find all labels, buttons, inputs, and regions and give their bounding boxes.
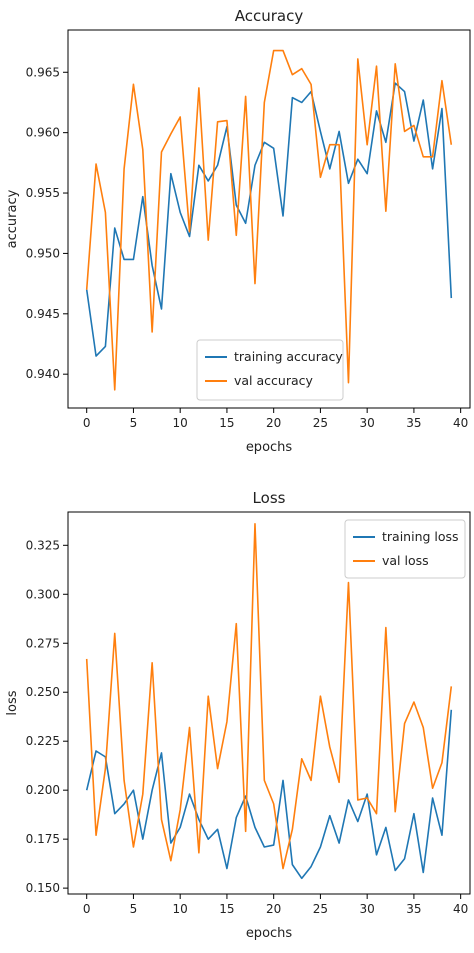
loss-x-tick-label: 0 <box>83 902 91 916</box>
loss-legend: training loss val loss <box>344 519 466 579</box>
training-accuracy-line <box>85 82 453 357</box>
accuracy-chart: Accuracy epochs accuracy 0 5 10 15 20 25 30 35 4… <box>5 7 471 455</box>
accuracy-legend: training accuracy val accuracy <box>196 339 344 401</box>
loss-x-tick-label: 10 <box>173 902 188 916</box>
loss-y-tick-label: 0.250 <box>26 685 60 699</box>
loss-x-axis-label: epochs <box>246 926 293 941</box>
loss-x-tick-label: 5 <box>130 902 138 916</box>
training-loss-legend-label: training loss <box>382 529 459 544</box>
accuracy-chart-title: Accuracy <box>235 7 304 25</box>
accuracy-x-tick-label: 25 <box>313 416 328 430</box>
loss-x-tick-label: 20 <box>266 902 281 916</box>
accuracy-x-tick-label: 30 <box>360 416 375 430</box>
loss-y-tick-label: 0.150 <box>26 881 60 895</box>
accuracy-x-tick-label: 5 <box>130 416 138 430</box>
accuracy-x-tick-label: 20 <box>266 416 281 430</box>
accuracy-x-tick-label: 0 <box>83 416 91 430</box>
accuracy-x-tick-label: 10 <box>173 416 188 430</box>
loss-chart: Loss epochs loss 0 5 10 15 20 25 30 35 40 0.150 0.… <box>5 489 471 941</box>
accuracy-y-tick-label: 0.945 <box>26 307 60 321</box>
accuracy-y-axis-label: accuracy <box>5 189 20 248</box>
accuracy-y-tick-label: 0.950 <box>26 246 60 260</box>
loss-y-tick-label: 0.175 <box>26 832 60 846</box>
val-loss-legend-label: val loss <box>382 553 429 568</box>
loss-y-tick-label: 0.275 <box>26 636 60 650</box>
accuracy-x-tick-label: 15 <box>219 416 234 430</box>
loss-y-tick-label: 0.200 <box>26 783 60 797</box>
val-accuracy-legend-label: val accuracy <box>234 373 314 388</box>
loss-legend-box <box>344 519 466 579</box>
loss-plot-area <box>85 522 453 880</box>
accuracy-legend-box <box>196 339 344 401</box>
accuracy-x-tick-label: 35 <box>406 416 421 430</box>
loss-x-tick-label: 30 <box>360 902 375 916</box>
accuracy-x-axis-label: epochs <box>246 440 293 455</box>
accuracy-y-tick-label: 0.955 <box>26 186 60 200</box>
loss-y-tick-label: 0.325 <box>26 538 60 552</box>
val-accuracy-line <box>85 49 453 391</box>
training-accuracy-legend-label: training accuracy <box>234 349 343 364</box>
loss-x-tick-label: 25 <box>313 902 328 916</box>
loss-x-tick-label: 15 <box>219 902 234 916</box>
loss-ticks: 0 5 10 15 20 25 30 35 40 0.150 0.175 0.200 0.225 0.25… <box>26 538 469 916</box>
loss-axes-frame <box>67 511 471 895</box>
loss-y-tick-label: 0.225 <box>26 734 60 748</box>
accuracy-y-tick-label: 0.965 <box>26 65 60 79</box>
loss-y-axis-label: loss <box>5 690 20 715</box>
loss-chart-title: Loss <box>253 489 286 507</box>
accuracy-ticks: 0 5 10 15 20 25 30 35 40 0.940 0.945 0.950 0.955 0.96… <box>26 65 469 430</box>
loss-x-tick-label: 40 <box>453 902 468 916</box>
accuracy-plot-area <box>85 49 453 391</box>
loss-y-tick-label: 0.300 <box>26 587 60 601</box>
accuracy-x-tick-label: 40 <box>453 416 468 430</box>
accuracy-y-tick-label: 0.960 <box>26 126 60 140</box>
loss-x-tick-label: 35 <box>406 902 421 916</box>
accuracy-y-tick-label: 0.940 <box>26 367 60 381</box>
accuracy-axes-frame <box>67 29 471 409</box>
val-loss-line <box>85 522 453 870</box>
training-loss-line <box>85 709 453 880</box>
